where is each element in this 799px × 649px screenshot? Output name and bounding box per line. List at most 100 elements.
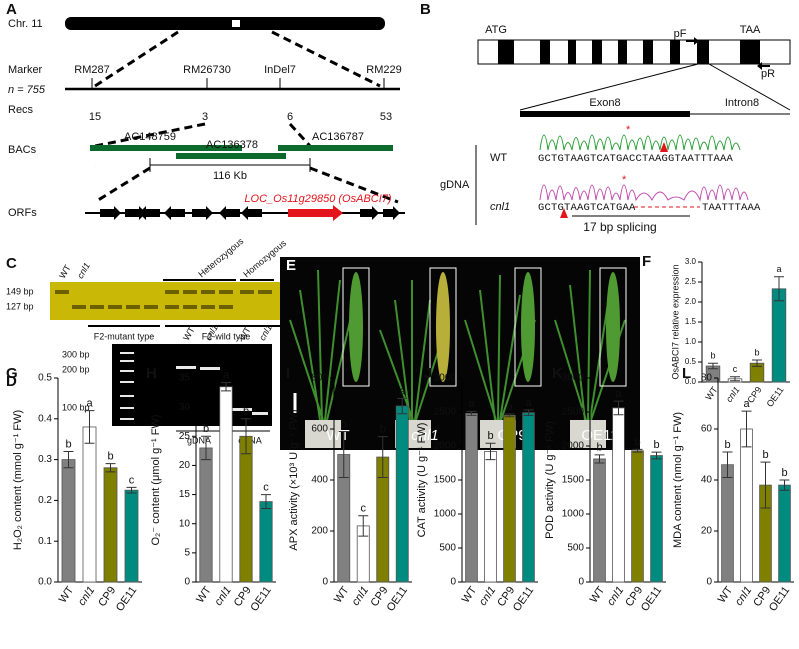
y-tick-label: 20 bbox=[179, 460, 191, 471]
lane-label: WT bbox=[181, 325, 197, 343]
exons bbox=[498, 40, 760, 64]
gene-body bbox=[477, 39, 791, 65]
panel-label: I bbox=[286, 365, 290, 382]
panel-label: H bbox=[146, 365, 157, 382]
error-bar bbox=[261, 494, 271, 510]
bar bbox=[259, 501, 273, 583]
y-tick-label: 20 bbox=[701, 526, 713, 537]
error-bar bbox=[752, 359, 762, 367]
site-marker bbox=[560, 208, 568, 218]
panel-label: D bbox=[6, 373, 17, 390]
marker: RM229 bbox=[366, 64, 401, 76]
y-axis-label: CAT activity (U g⁻¹ FW) bbox=[416, 423, 428, 538]
error-bar bbox=[774, 276, 784, 302]
sequence: GCTGTAAGTCATGACCTAAGGTAATTTAAA bbox=[538, 153, 734, 165]
band-size: 100 bp bbox=[62, 402, 90, 412]
significance-letter: b bbox=[107, 451, 113, 463]
bar bbox=[219, 386, 233, 583]
bac: AC136787 bbox=[312, 131, 364, 143]
site-marker bbox=[660, 142, 668, 152]
panel-label: E bbox=[286, 257, 296, 274]
bar bbox=[82, 426, 97, 583]
y-tick-label: 0.5 bbox=[38, 373, 52, 384]
panel-label: J bbox=[424, 365, 432, 382]
significance-letter: b bbox=[710, 351, 715, 361]
recombinants: 15 bbox=[89, 111, 101, 123]
significance-letter: a bbox=[468, 398, 475, 410]
bar bbox=[650, 455, 663, 583]
band-size: 149 bp bbox=[6, 286, 34, 296]
gel bbox=[112, 344, 272, 426]
y-tick-label: 2000 bbox=[562, 441, 585, 452]
y-tick-label: 0.3 bbox=[38, 454, 52, 465]
start-codon: ATG bbox=[485, 24, 507, 36]
mutation-asterisk: * bbox=[622, 174, 627, 186]
x-tick-label: cnl1 bbox=[350, 585, 371, 608]
x-tick-label: OE11 bbox=[511, 585, 536, 614]
orf-arrows bbox=[100, 206, 400, 220]
genotype: WT bbox=[490, 152, 507, 164]
error-bar bbox=[485, 442, 496, 461]
y-tick-label: 400 bbox=[311, 475, 328, 486]
x-tick-label: WT bbox=[703, 384, 720, 402]
gel bbox=[50, 282, 288, 320]
y-tick-label: 2.5 bbox=[685, 277, 697, 286]
type-label: F2-wild type bbox=[202, 331, 251, 341]
plants bbox=[289, 269, 626, 421]
y-tick-label: 3.0 bbox=[685, 257, 697, 266]
recombinants: 3 bbox=[202, 111, 208, 123]
y-tick-label: 200 bbox=[311, 526, 328, 537]
significance-letter: c bbox=[361, 503, 367, 515]
significance-letter: a bbox=[525, 397, 532, 409]
x-tick-label: WT bbox=[716, 584, 736, 605]
y-tick-label: 0.4 bbox=[38, 413, 52, 424]
y-tick-label: 2500 bbox=[434, 407, 457, 418]
target-gene bbox=[288, 205, 343, 221]
primer-arrow bbox=[757, 62, 770, 70]
leaves bbox=[349, 272, 620, 382]
centromere bbox=[232, 20, 240, 27]
error-bar bbox=[730, 376, 740, 382]
y-tick-label: 5 bbox=[184, 547, 190, 558]
zoom-lines bbox=[94, 30, 399, 204]
band-size: 300 bp bbox=[62, 349, 90, 359]
y-tick-label: 35 bbox=[179, 373, 191, 384]
significance-letter: b bbox=[341, 418, 347, 430]
significance-letter: b bbox=[781, 467, 787, 479]
error-bar bbox=[594, 454, 605, 464]
zoom-lines bbox=[519, 63, 791, 111]
marker-axis bbox=[65, 78, 400, 91]
significance-letter: b bbox=[653, 439, 659, 451]
splicing-label: 17 bp splicing bbox=[583, 220, 656, 234]
significance-letter: a bbox=[615, 388, 622, 400]
error-bar bbox=[63, 450, 74, 469]
y-tick-label: 1000 bbox=[434, 509, 457, 520]
leaf-insets bbox=[342, 267, 627, 387]
bar bbox=[771, 288, 787, 383]
y-axis-label: O₂⁻ content (μmol g⁻¹ FW) bbox=[150, 414, 162, 545]
exon-bar bbox=[520, 111, 690, 117]
y-axis-label: POD activity (U g⁻¹ FW) bbox=[544, 421, 556, 539]
x-tick-label: WT bbox=[460, 584, 480, 605]
significance-letter: a bbox=[399, 385, 406, 397]
y-axis-label: APX activity (×10³ U g⁻¹ FW) bbox=[288, 409, 300, 550]
sample-label: gDNA bbox=[440, 179, 470, 191]
y-tick-label: 2.0 bbox=[685, 297, 697, 306]
panel-label: L bbox=[682, 365, 691, 382]
intron-label: Intron8 bbox=[725, 97, 759, 109]
error-bar bbox=[397, 397, 408, 415]
significance-letter: c bbox=[733, 364, 738, 374]
y-tick-label: 80 bbox=[701, 373, 713, 384]
bar bbox=[778, 484, 791, 583]
error-bar bbox=[523, 409, 534, 416]
sequence: GCTGTAAGTCATGAA bbox=[538, 202, 636, 214]
bar bbox=[124, 489, 139, 583]
row-label: ORFs bbox=[8, 207, 37, 219]
error-bar bbox=[741, 410, 752, 448]
x-tick-label: cnl1 bbox=[477, 585, 498, 608]
significance-letter: a bbox=[223, 370, 230, 382]
y-tick-label: 10 bbox=[179, 518, 191, 529]
significance-letter: b bbox=[380, 424, 386, 436]
bar bbox=[721, 464, 734, 583]
